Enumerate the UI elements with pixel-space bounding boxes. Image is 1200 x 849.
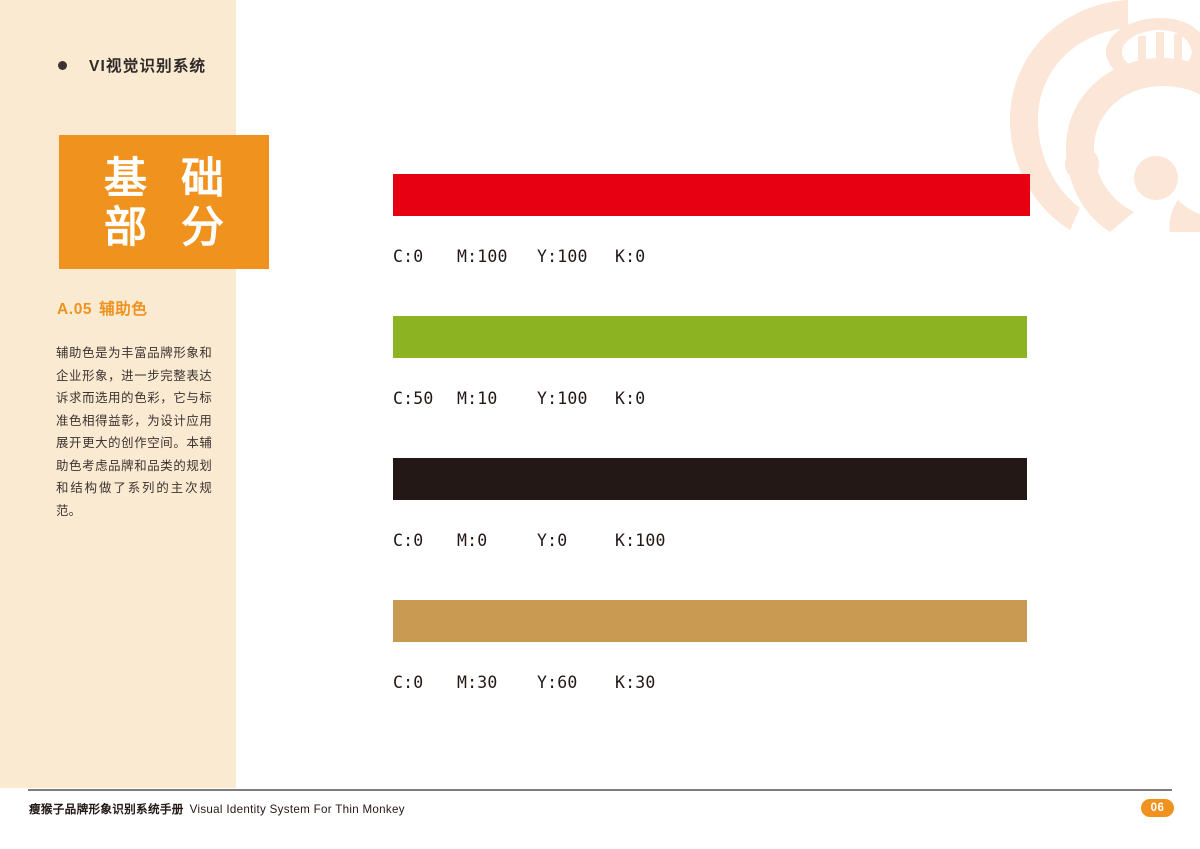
green-swatch-y: Y:100 <box>537 389 588 408</box>
tan-swatch <box>393 600 1027 642</box>
swatch-item: C:0 M:100 Y:100 K:0 <box>393 174 1033 266</box>
tan-swatch-caption: C:0 M:30 Y:60 K:30 <box>393 673 1033 692</box>
page-number-badge: 06 <box>1141 799 1174 817</box>
red-swatch-c: C:0 <box>393 247 424 266</box>
section-title-line-2: 部 分 <box>104 204 235 252</box>
green-swatch <box>393 316 1027 358</box>
black-swatch-c: C:0 <box>393 531 424 550</box>
footer-title-en: Visual Identity System For Thin Monkey <box>189 803 405 816</box>
tan-swatch-k: K:30 <box>615 673 656 692</box>
green-swatch-caption: C:50 M:10 Y:100 K:0 <box>393 389 1033 408</box>
section-title-block: 基 础 部 分 <box>59 135 269 269</box>
footer-title: 瘦猴子品牌形象识别系统手册 Visual Identity System For … <box>29 801 405 817</box>
section-description: 辅助色是为丰富品牌形象和企业形象，进一步完整表达诉求而选用的色彩，它与标准色相得… <box>56 346 212 518</box>
red-swatch-m: M:100 <box>457 247 508 266</box>
red-swatch-y: Y:100 <box>537 247 588 266</box>
section-title-line-1: 基 础 <box>104 155 235 204</box>
footer-divider <box>28 789 1172 791</box>
red-swatch-caption: C:0 M:100 Y:100 K:0 <box>393 247 1033 266</box>
red-swatch-k: K:0 <box>615 247 646 266</box>
tan-swatch-y: Y:60 <box>537 673 578 692</box>
swatch-item: C:0 M:30 Y:60 K:30 <box>393 600 1033 692</box>
bullet-dot-icon <box>58 60 67 70</box>
color-swatch-list: C:0 M:100 Y:100 K:0 C:50 M:10 Y:100 K:0 C:0 M:0… <box>393 174 1033 692</box>
swatch-item: C:0 M:0 Y:0 K:100 <box>393 458 1033 550</box>
green-swatch-c: C:50 <box>393 389 434 408</box>
breadcrumb: VI视觉识别系统 <box>58 54 206 76</box>
section-subheading-title: 辅助色 <box>99 301 148 318</box>
black-swatch-caption: C:0 M:0 Y:0 K:100 <box>393 531 1033 550</box>
tan-swatch-m: M:30 <box>457 673 498 692</box>
left-sidebar-band <box>0 0 236 788</box>
section-subheading: A.05 辅助色 <box>57 297 147 319</box>
monkey-logo-watermark-icon <box>1010 0 1200 232</box>
black-swatch-k: K:100 <box>615 531 666 550</box>
breadcrumb-label: VI视觉识别系统 <box>89 58 207 75</box>
section-code: A.05 <box>57 301 93 318</box>
red-swatch <box>393 174 1030 216</box>
green-swatch-m: M:10 <box>457 389 498 408</box>
black-swatch-m: M:0 <box>457 531 488 550</box>
green-swatch-k: K:0 <box>615 389 646 408</box>
black-swatch-y: Y:0 <box>537 531 568 550</box>
tan-swatch-c: C:0 <box>393 673 424 692</box>
footer-title-cn: 瘦猴子品牌形象识别系统手册 <box>29 803 184 816</box>
swatch-item: C:50 M:10 Y:100 K:0 <box>393 316 1033 408</box>
black-swatch <box>393 458 1027 500</box>
